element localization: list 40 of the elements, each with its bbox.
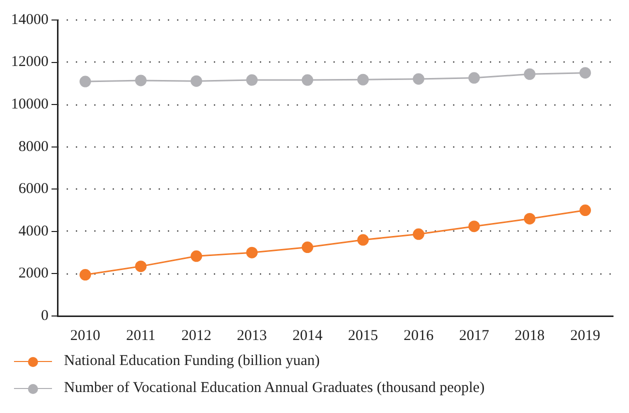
point (357, 234, 369, 246)
x-tick-label: 2012 (181, 328, 212, 344)
x-tick-label: 2015 (348, 328, 378, 344)
x-tick-label: 2018 (514, 328, 545, 344)
x-tick-label: 2011 (126, 328, 156, 344)
x-tick-label: 2014 (292, 328, 323, 344)
y-tick-label: 0 (41, 308, 48, 324)
x-tick-label: 2019 (570, 328, 600, 344)
y-tick-label: 2000 (18, 266, 48, 282)
y-tick-label: 12000 (11, 54, 48, 70)
y-tick-label: 4000 (18, 223, 48, 240)
legend-label: National Education Funding (billion yuan) (64, 353, 320, 370)
y-tick-label: 6000 (18, 181, 48, 198)
point (190, 250, 202, 262)
point (80, 76, 92, 88)
point (246, 246, 258, 258)
y-tick-label: 8000 (18, 138, 48, 155)
point (302, 242, 314, 254)
x-tick-label: 2016 (404, 328, 434, 344)
point (579, 67, 591, 79)
point (579, 204, 591, 216)
point (524, 68, 536, 80)
point (468, 72, 480, 84)
point (190, 75, 202, 87)
point (80, 269, 92, 281)
point (135, 74, 147, 86)
point (357, 74, 369, 86)
point (302, 74, 314, 86)
point (468, 220, 480, 232)
point (135, 260, 147, 272)
x-tick-label: 2017 (459, 328, 490, 344)
x-tick-label: 2010 (70, 328, 100, 344)
point (412, 73, 424, 85)
legend-label: Number of Vocational Education Annual Graduates (thousand people) (64, 380, 485, 397)
y-tick-label: 10000 (11, 96, 48, 113)
point (412, 228, 424, 240)
point (246, 74, 258, 86)
point (524, 212, 536, 224)
y-tick-label: 14000 (11, 12, 48, 28)
x-tick-label: 2013 (236, 328, 267, 344)
